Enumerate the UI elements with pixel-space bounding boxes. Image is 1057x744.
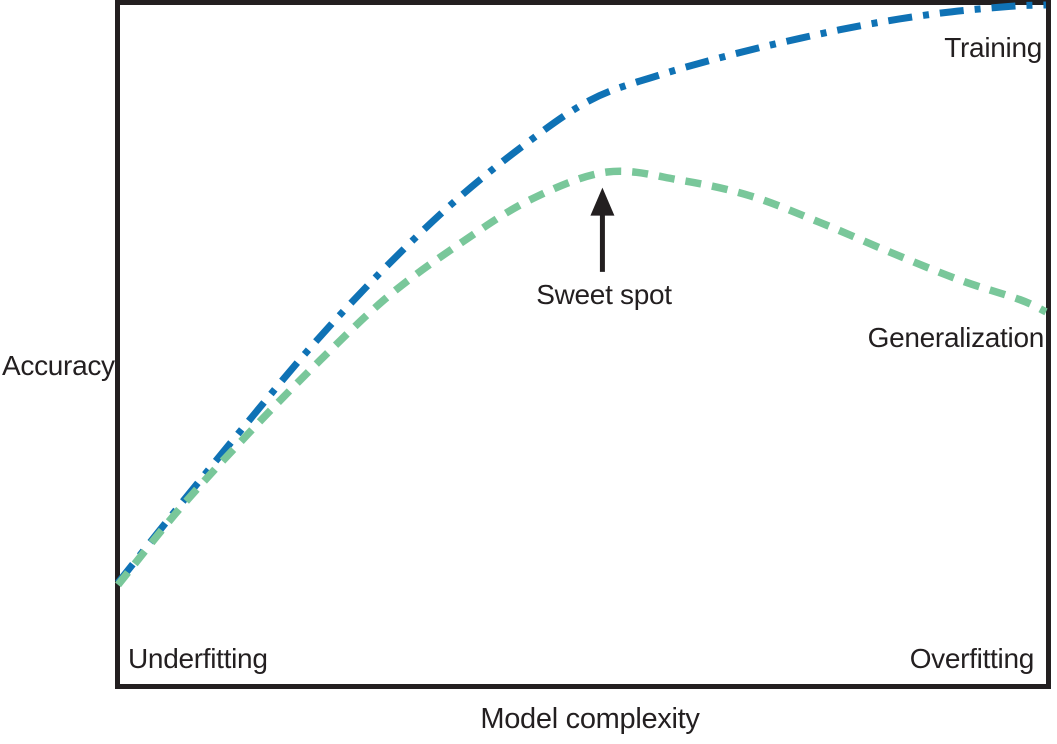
x-axis-label: Model complexity [480,703,700,735]
generalization-curve [115,167,1048,588]
training-series-label: Training [944,32,1042,63]
training-curve [115,1,1047,585]
overfitting-label: Overfitting [910,643,1034,674]
generalization-series-label: Generalization [868,322,1044,353]
sweet-spot-arrow [590,187,615,272]
sweet-spot-label: Sweet spot [536,279,672,310]
arrow-head-icon [590,187,615,216]
underfitting-label: Underfitting [128,643,268,674]
y-axis-label: Accuracy [2,350,115,381]
plot-border [115,0,1051,689]
